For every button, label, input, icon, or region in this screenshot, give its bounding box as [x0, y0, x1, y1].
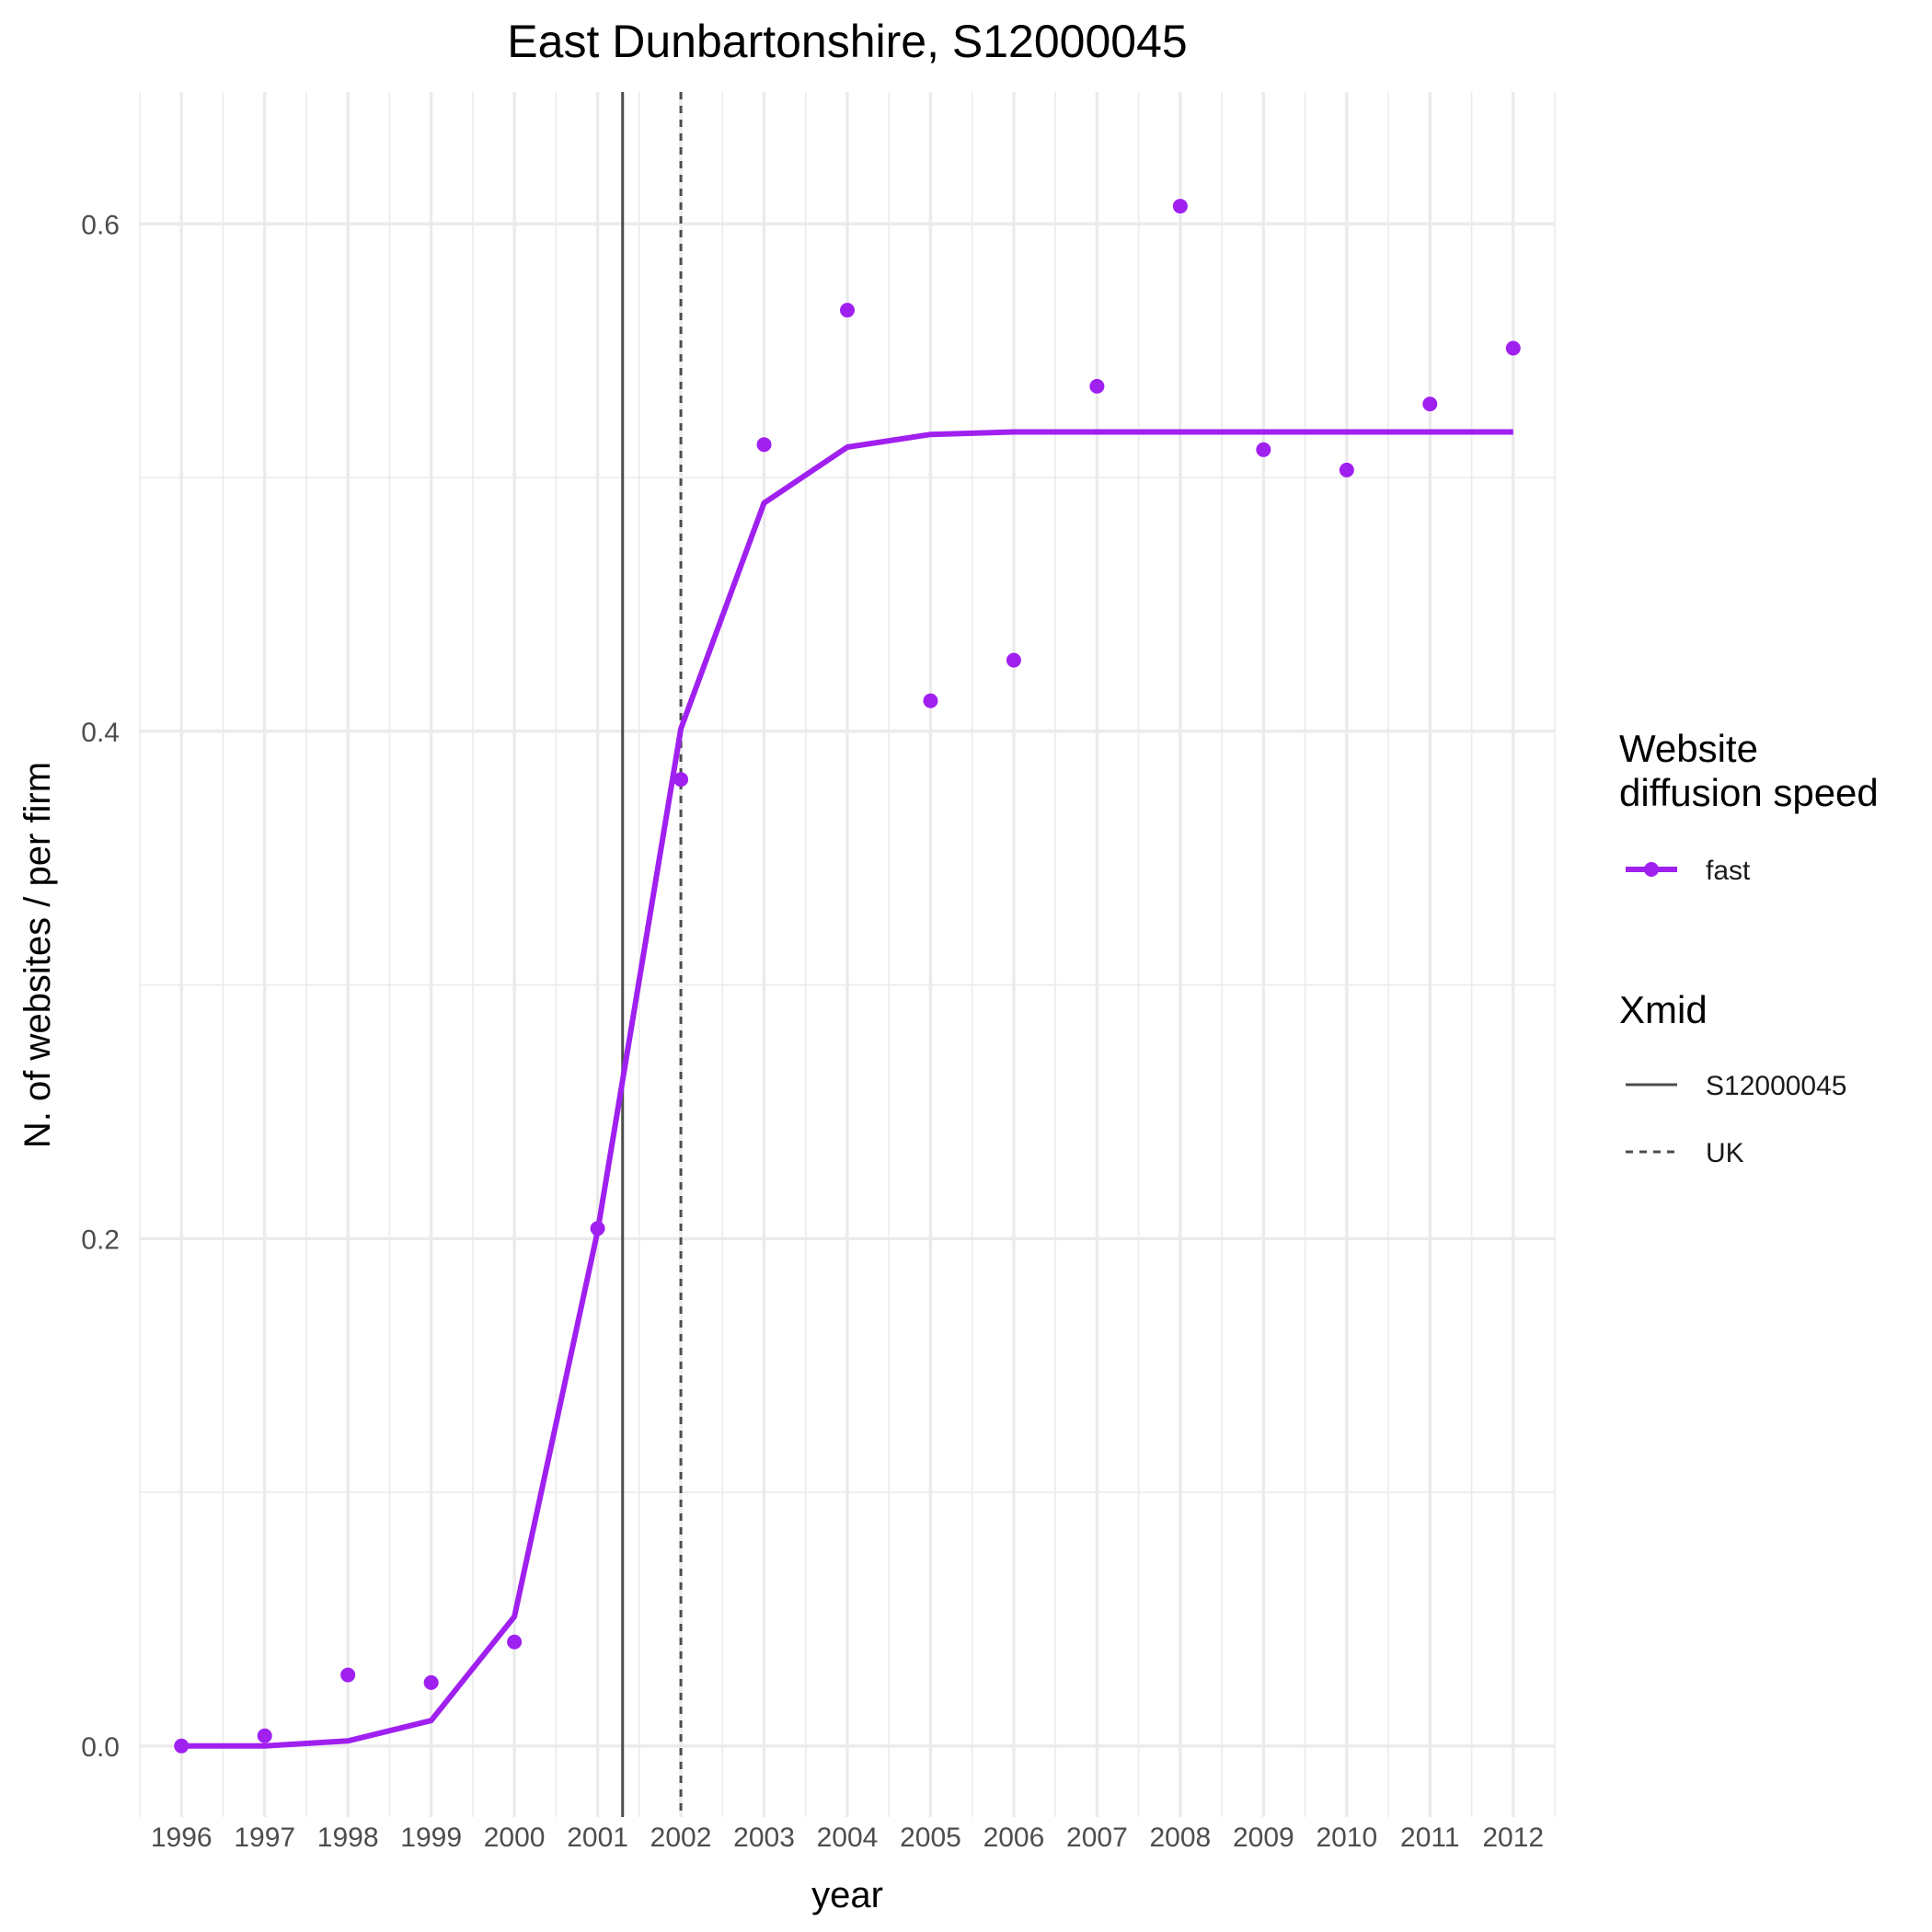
legend-title-speed-line2: diffusion speed [1619, 771, 1879, 814]
y-tick-label: 0.6 [81, 210, 120, 240]
y-tick-label: 0.4 [81, 718, 120, 748]
data-point [923, 693, 938, 708]
data-point [1089, 378, 1105, 394]
reference-lines [621, 92, 683, 1817]
legend-key-fast-point [1644, 862, 1659, 877]
data-point [174, 1738, 190, 1754]
data-point [257, 1728, 272, 1743]
x-tick-label: 2001 [567, 1823, 628, 1853]
series [174, 199, 1521, 1754]
data-point [507, 1634, 523, 1650]
data-point [756, 437, 772, 453]
data-point [590, 1221, 605, 1236]
data-point [1172, 199, 1188, 214]
grid [139, 92, 1556, 1817]
legend-label-fast: fast [1706, 856, 1751, 886]
x-tick-label: 1997 [234, 1823, 295, 1853]
legend-title-xmid: Xmid [1619, 988, 1708, 1031]
legend-title-speed-line1: Website [1619, 727, 1758, 770]
data-point [673, 772, 689, 788]
data-point [1006, 652, 1021, 668]
y-axis-title: N. of websites / per firm [17, 762, 58, 1148]
legend: Website diffusion speed fast Xmid S12000… [1619, 727, 1879, 1168]
x-tick-label: 2012 [1482, 1823, 1544, 1853]
data-point [423, 1674, 439, 1690]
x-tick-label: 2003 [733, 1823, 795, 1853]
x-tick-label: 2009 [1233, 1823, 1294, 1853]
x-tick-label: 1998 [317, 1823, 379, 1853]
chart-title: East Dunbartonshire, S12000045 [507, 16, 1187, 67]
data-point [1505, 340, 1521, 356]
data-point [1339, 462, 1354, 477]
x-tick-label: 1996 [151, 1823, 213, 1853]
x-tick-label: 2010 [1316, 1823, 1377, 1853]
x-axis-title: year [811, 1875, 883, 1915]
data-point [340, 1667, 356, 1683]
x-tick-label: 1999 [400, 1823, 462, 1853]
x-tick-label: 2008 [1150, 1823, 1212, 1853]
legend-label-uk: UK [1706, 1138, 1744, 1168]
y-tick-label: 0.2 [81, 1225, 120, 1255]
x-tick-label: 2011 [1400, 1823, 1460, 1853]
tick-labels: 1996 1997 1998 1999 2000 2001 2002 2003 2004 2005… [81, 210, 1544, 1853]
x-tick-label: 2006 [983, 1823, 1045, 1853]
data-point [1422, 397, 1438, 412]
x-tick-label: 2000 [484, 1823, 546, 1853]
x-tick-label: 2005 [900, 1823, 961, 1853]
x-tick-label: 2007 [1066, 1823, 1128, 1853]
x-tick-label: 2004 [817, 1823, 879, 1853]
x-tick-label: 2002 [650, 1823, 712, 1853]
legend-label-s12000045: S12000045 [1706, 1071, 1847, 1101]
y-tick-label: 0.0 [81, 1732, 120, 1763]
series-line-fast [181, 429, 1513, 1749]
data-point [840, 303, 855, 318]
data-point [1256, 442, 1271, 457]
